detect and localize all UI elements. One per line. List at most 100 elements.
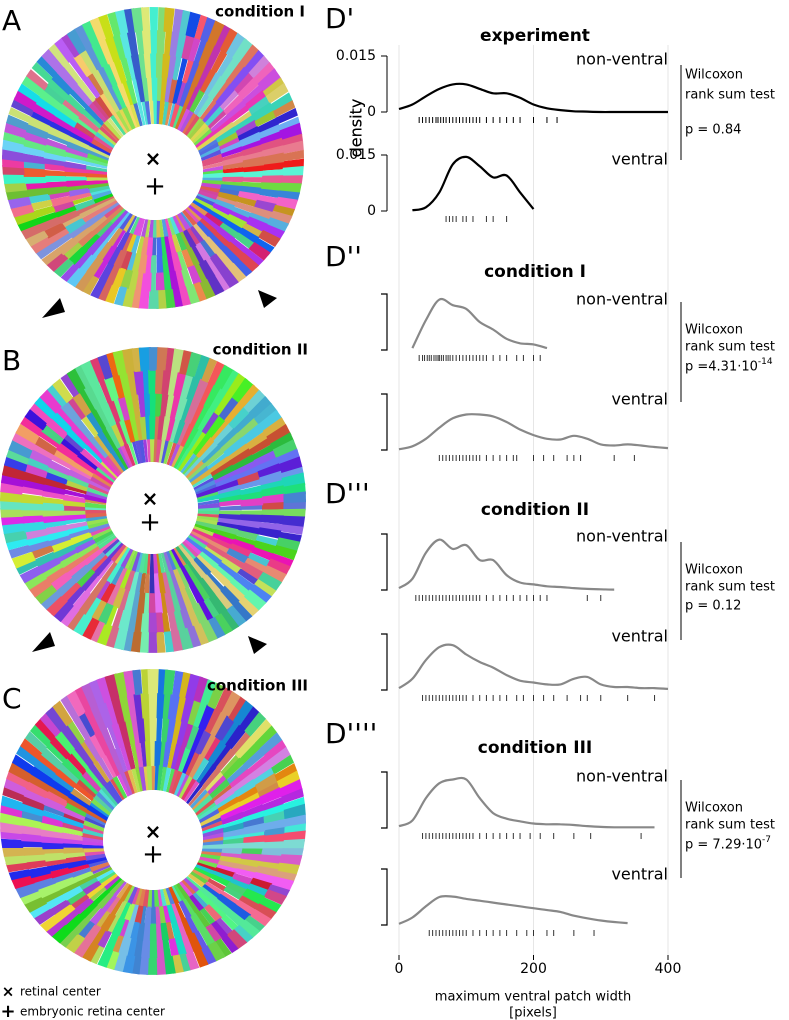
retina-patch bbox=[225, 929, 248, 950]
retina-patch bbox=[163, 631, 174, 653]
retina-patch bbox=[222, 822, 245, 834]
retina-patch bbox=[170, 920, 182, 940]
retina-patch bbox=[89, 188, 111, 196]
retina-patch bbox=[202, 161, 224, 170]
arrowhead bbox=[32, 632, 55, 652]
retina-patch bbox=[198, 218, 217, 236]
retina-patch bbox=[169, 418, 182, 443]
retina-patch bbox=[173, 902, 186, 921]
retina-patch bbox=[169, 31, 181, 57]
retina-patch bbox=[182, 112, 198, 135]
retina-patch bbox=[114, 567, 128, 588]
retina-patch bbox=[176, 567, 190, 589]
retina-patch bbox=[196, 760, 215, 785]
retina-patch bbox=[77, 252, 98, 273]
x-tick-label: 400 bbox=[655, 961, 682, 977]
retina-patch bbox=[204, 881, 224, 896]
retina-patch bbox=[100, 727, 116, 753]
retina-patch bbox=[95, 580, 111, 601]
retina-patch bbox=[102, 875, 121, 891]
retina-patch bbox=[109, 543, 127, 563]
retina-patch bbox=[56, 406, 78, 429]
retina-patch bbox=[184, 605, 200, 628]
retina-patch bbox=[178, 231, 192, 251]
retina-patch bbox=[63, 494, 86, 503]
retina-patch bbox=[191, 869, 212, 883]
retina-patch bbox=[119, 250, 133, 271]
retina-patch bbox=[195, 220, 214, 239]
retina-patch bbox=[223, 553, 246, 570]
retina-patch bbox=[54, 730, 76, 755]
retina-patch bbox=[69, 192, 92, 202]
retina-patch bbox=[201, 820, 224, 833]
retina-patch bbox=[245, 89, 268, 111]
retina-patch bbox=[87, 185, 110, 194]
retina-patch bbox=[229, 66, 251, 91]
retina-patch bbox=[146, 612, 158, 634]
retina-patch bbox=[69, 563, 92, 584]
retina-patch bbox=[202, 832, 225, 841]
retina-patch bbox=[258, 188, 281, 198]
retina-patch bbox=[79, 388, 97, 413]
retina-patch bbox=[107, 542, 124, 560]
retina-patch bbox=[222, 218, 243, 235]
retina-patch bbox=[140, 219, 149, 238]
retina-patch bbox=[169, 103, 181, 128]
retina-patch bbox=[72, 869, 94, 883]
retina-patch bbox=[196, 95, 214, 118]
retina-patch bbox=[193, 676, 210, 704]
retina-patch bbox=[215, 83, 236, 107]
retina-patch bbox=[167, 610, 178, 633]
retina-patch bbox=[62, 556, 84, 573]
retina-patch bbox=[95, 869, 115, 882]
retina-patch bbox=[220, 806, 243, 821]
retina-patch bbox=[38, 429, 61, 449]
retina-patch bbox=[77, 205, 100, 219]
retina-patch bbox=[84, 493, 107, 504]
retina-patch bbox=[12, 430, 37, 451]
y-tick-label: 0 bbox=[367, 104, 376, 120]
retina-patch bbox=[252, 237, 275, 256]
retina-patch bbox=[42, 496, 65, 505]
retina-patch bbox=[194, 14, 208, 41]
retina-patch bbox=[25, 187, 49, 197]
retina-patch bbox=[187, 699, 202, 726]
retina-patch bbox=[66, 367, 87, 394]
panel-title: condition II bbox=[213, 341, 308, 359]
retina-patch bbox=[27, 576, 52, 598]
retina-patch bbox=[97, 871, 116, 885]
retina-patch bbox=[116, 231, 131, 251]
retina-patch bbox=[213, 529, 237, 541]
retina-patch bbox=[134, 741, 144, 768]
retina-patch bbox=[231, 538, 255, 554]
retina-patch bbox=[97, 701, 114, 729]
retina-patch bbox=[243, 389, 268, 415]
embryonic-center-mark: + bbox=[139, 508, 161, 538]
retina-patch bbox=[97, 199, 118, 213]
retina-patch bbox=[238, 479, 262, 490]
retina-patch bbox=[180, 398, 194, 423]
retina-patch bbox=[192, 223, 209, 242]
retina-patch bbox=[218, 513, 242, 521]
retina-patch bbox=[209, 873, 231, 887]
retina-patch bbox=[234, 899, 256, 917]
retina-patch bbox=[59, 908, 80, 926]
retina-patch bbox=[44, 143, 67, 158]
retina-patch bbox=[201, 215, 221, 232]
retina-patch bbox=[37, 556, 61, 574]
retina-patch bbox=[273, 100, 296, 118]
retina-patch bbox=[210, 567, 231, 587]
retina-patch bbox=[235, 529, 259, 542]
retina-patch bbox=[70, 464, 93, 480]
retina-patch bbox=[128, 441, 138, 465]
retina-patch bbox=[112, 373, 126, 399]
retina-patch bbox=[175, 232, 188, 252]
retina-patch bbox=[57, 209, 80, 224]
retina-patch bbox=[190, 202, 209, 217]
retina-patch bbox=[84, 883, 105, 899]
retina-patch bbox=[193, 866, 214, 879]
retina-patch bbox=[45, 894, 67, 910]
scale-bracket bbox=[381, 771, 388, 829]
retina-patch bbox=[185, 206, 203, 223]
retina-patch bbox=[77, 920, 95, 939]
